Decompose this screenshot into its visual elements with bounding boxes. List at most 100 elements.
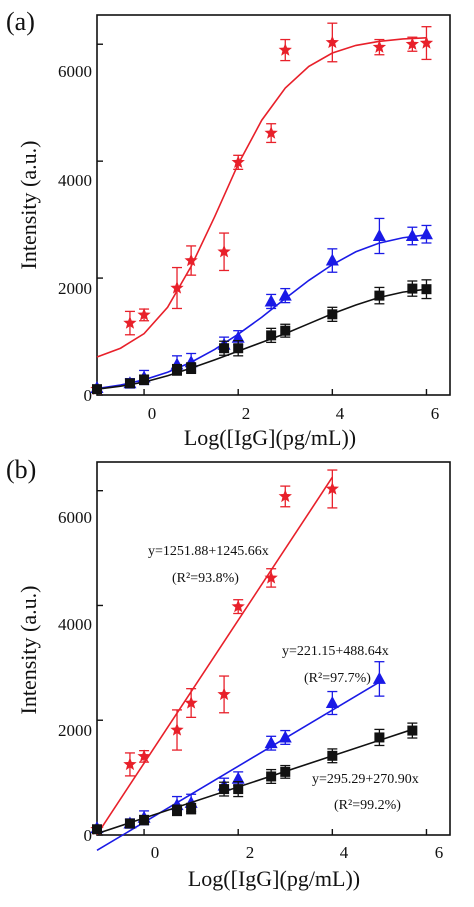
y-tick-label: 2000 <box>58 721 92 740</box>
data-point-square <box>186 803 197 814</box>
data-point-star <box>231 599 245 613</box>
data-point-square <box>280 766 291 777</box>
x-tick-labels: 0 2 4 6 <box>151 843 444 862</box>
data-point-square <box>421 284 432 295</box>
data-point-square <box>124 378 135 389</box>
triangle-series-fit-curve <box>96 234 427 390</box>
panel-a: (a) 0 2000 4000 6000 0 2 4 6 Log([IgG](p… <box>6 7 451 450</box>
data-point-square <box>407 283 418 294</box>
data-point-star <box>419 36 434 49</box>
x-axis-label: Log([IgG](pg/mL)) <box>188 866 360 891</box>
data-point-triangle <box>372 228 386 241</box>
data-point-star <box>137 749 151 763</box>
plot-frame <box>96 14 451 396</box>
plot-marks <box>90 469 428 852</box>
star-series-fit-line <box>96 476 334 836</box>
data-point-triangle <box>372 671 386 684</box>
fit-r2-black: (R²=99.2%) <box>334 798 401 813</box>
square-series-fit-line <box>96 728 413 835</box>
y-tick-label: 0 <box>84 386 93 405</box>
y-tick-label: 4000 <box>58 615 92 634</box>
data-point-square <box>172 805 183 816</box>
y-tick-label: 6000 <box>58 508 92 527</box>
data-point-square <box>186 363 197 374</box>
fit-r2-red: (R²=93.8%) <box>172 571 239 586</box>
star-series-fit-curve <box>96 37 427 358</box>
data-point-square <box>92 384 102 395</box>
data-point-star <box>184 253 198 267</box>
data-point-star <box>123 316 137 329</box>
data-point-square <box>92 824 102 835</box>
data-point-star <box>184 696 198 709</box>
data-point-square <box>327 309 338 320</box>
y-tick-labels: 0 2000 4000 6000 <box>58 62 92 405</box>
y-tick-label: 0 <box>84 826 93 845</box>
x-axis-label: Log([IgG](pg/mL)) <box>184 425 356 450</box>
y-tick-label: 2000 <box>58 279 92 298</box>
data-point-square <box>172 364 183 375</box>
data-point-star <box>217 244 231 258</box>
data-point-star <box>278 489 292 503</box>
data-point-square <box>233 784 244 795</box>
data-point-star <box>325 481 339 495</box>
y-axis-label: Intensity (a.u.) <box>16 586 41 715</box>
data-point-square <box>139 374 150 385</box>
data-point-square <box>374 732 385 743</box>
panel-b: (b) 0 2000 4000 6000 0 2 4 6 Log([IgG](p… <box>6 455 451 891</box>
x-tick-label: 6 <box>431 404 440 423</box>
fit-r2-blue: (R²=97.7%) <box>304 671 371 686</box>
data-point-square <box>266 771 277 782</box>
y-tick-labels: 0 2000 4000 6000 <box>58 508 92 845</box>
x-tick-label: 4 <box>340 843 349 862</box>
data-point-star <box>325 35 339 49</box>
data-point-square <box>280 325 291 336</box>
data-point-star <box>170 722 184 736</box>
plot-marks <box>90 22 434 396</box>
data-point-square <box>139 815 150 826</box>
plot-frame <box>96 461 451 836</box>
data-point-star <box>123 757 137 771</box>
data-point-star <box>405 37 419 50</box>
panel-label: (b) <box>6 455 36 484</box>
data-point-star <box>170 281 184 294</box>
data-point-triangle <box>231 330 245 343</box>
data-point-triangle <box>278 288 292 301</box>
x-tick-label: 2 <box>242 404 251 423</box>
data-point-square <box>374 290 385 301</box>
data-point-star <box>217 687 231 701</box>
panel-label: (a) <box>6 7 35 36</box>
data-point-triangle <box>325 253 339 266</box>
data-point-square <box>266 330 277 341</box>
data-point-triangle <box>278 730 292 743</box>
data-point-triangle <box>264 736 278 749</box>
data-point-star <box>372 40 387 53</box>
data-point-star <box>264 570 278 584</box>
data-point-square <box>219 343 230 354</box>
data-point-triangle <box>405 228 419 241</box>
x-tick-label: 4 <box>336 404 345 423</box>
data-point-triangle <box>264 294 278 307</box>
data-point-square <box>407 725 418 736</box>
data-point-star <box>264 126 278 139</box>
data-point-square <box>327 750 338 761</box>
data-point-square <box>219 784 230 795</box>
x-tick-label: 0 <box>151 843 160 862</box>
x-tick-labels: 0 2 4 6 <box>148 404 440 423</box>
data-point-triangle <box>231 771 245 784</box>
data-point-square <box>233 343 244 354</box>
x-tick-label: 2 <box>246 843 255 862</box>
data-point-triangle <box>419 227 433 240</box>
square-series-fit-curve <box>96 288 427 390</box>
x-tick-label: 6 <box>435 843 444 862</box>
y-axis-label: Intensity (a.u.) <box>16 141 41 270</box>
fit-equation-blue: y=221.15+488.64x <box>282 644 389 659</box>
fit-equation-red: y=1251.88+1245.66x <box>148 544 269 559</box>
y-tick-label: 4000 <box>58 171 92 190</box>
data-point-triangle <box>325 696 339 709</box>
data-point-square <box>124 818 135 829</box>
x-tick-label: 0 <box>148 404 157 423</box>
data-point-star <box>278 43 292 56</box>
y-tick-label: 6000 <box>58 62 92 81</box>
data-point-star <box>137 307 151 321</box>
